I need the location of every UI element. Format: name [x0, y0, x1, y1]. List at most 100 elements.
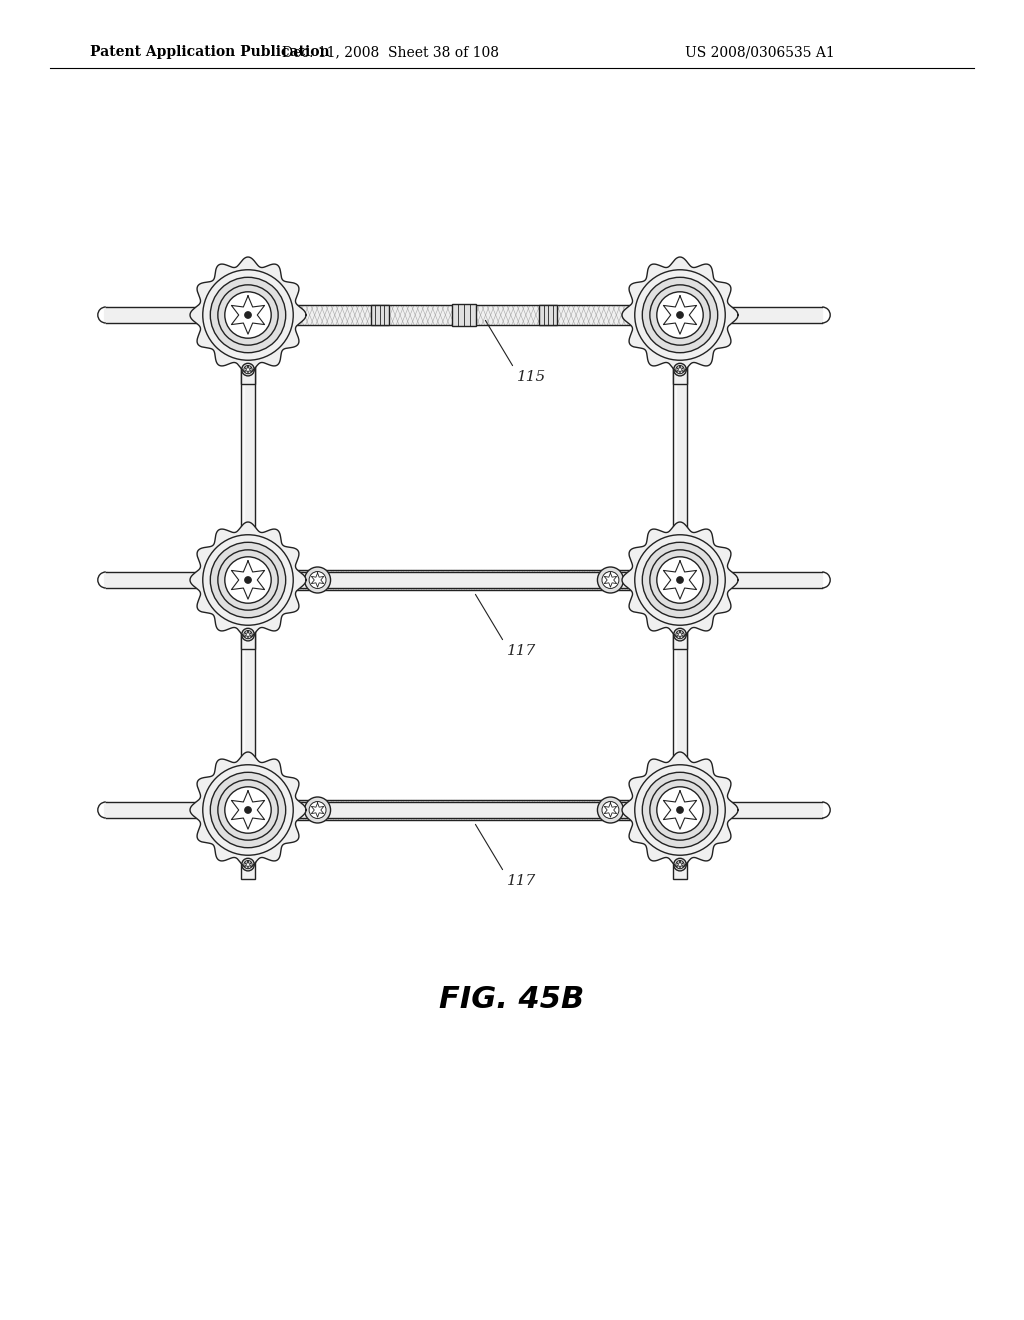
- Circle shape: [650, 780, 711, 840]
- Polygon shape: [231, 561, 264, 599]
- Circle shape: [225, 557, 271, 603]
- Circle shape: [210, 277, 286, 352]
- Polygon shape: [622, 752, 738, 869]
- Polygon shape: [245, 366, 251, 374]
- Polygon shape: [231, 296, 264, 334]
- Circle shape: [245, 312, 252, 318]
- Polygon shape: [105, 308, 196, 323]
- Polygon shape: [677, 861, 683, 869]
- Circle shape: [642, 277, 718, 352]
- Circle shape: [635, 269, 725, 360]
- Circle shape: [245, 807, 252, 813]
- Circle shape: [597, 568, 624, 593]
- Circle shape: [242, 858, 254, 871]
- Polygon shape: [604, 803, 616, 817]
- Circle shape: [677, 807, 683, 813]
- Circle shape: [676, 631, 684, 639]
- Polygon shape: [190, 752, 306, 869]
- Circle shape: [225, 787, 271, 833]
- Polygon shape: [190, 521, 306, 638]
- Bar: [241, 850, 255, 879]
- Circle shape: [656, 787, 703, 833]
- Text: Patent Application Publication: Patent Application Publication: [90, 45, 330, 59]
- Bar: [241, 355, 255, 384]
- Polygon shape: [677, 631, 683, 638]
- Text: 115: 115: [517, 370, 546, 384]
- Circle shape: [304, 797, 331, 822]
- Polygon shape: [622, 521, 738, 638]
- Circle shape: [242, 628, 254, 642]
- Circle shape: [656, 557, 703, 603]
- Circle shape: [642, 543, 718, 618]
- Circle shape: [674, 363, 686, 376]
- Bar: [241, 620, 255, 648]
- Circle shape: [244, 631, 252, 639]
- Circle shape: [635, 535, 725, 626]
- Circle shape: [218, 550, 279, 610]
- Bar: [371, 305, 389, 325]
- Circle shape: [677, 577, 683, 583]
- Polygon shape: [296, 803, 633, 818]
- Text: FIG. 45B: FIG. 45B: [439, 986, 585, 1015]
- Circle shape: [650, 550, 711, 610]
- Polygon shape: [664, 296, 696, 334]
- Circle shape: [225, 292, 271, 338]
- Polygon shape: [622, 257, 738, 374]
- Circle shape: [674, 628, 686, 642]
- Polygon shape: [296, 572, 633, 587]
- Circle shape: [635, 764, 725, 855]
- Bar: [673, 850, 687, 879]
- Polygon shape: [241, 367, 255, 862]
- Polygon shape: [673, 367, 687, 862]
- Circle shape: [642, 772, 718, 847]
- Polygon shape: [231, 791, 264, 829]
- Circle shape: [656, 292, 703, 338]
- Circle shape: [245, 577, 252, 583]
- Polygon shape: [296, 570, 633, 590]
- Text: Dec. 11, 2008  Sheet 38 of 108: Dec. 11, 2008 Sheet 38 of 108: [282, 45, 499, 59]
- Polygon shape: [245, 861, 251, 869]
- Circle shape: [309, 801, 326, 818]
- Polygon shape: [245, 631, 251, 638]
- Circle shape: [674, 858, 686, 871]
- Circle shape: [244, 861, 252, 869]
- Circle shape: [309, 572, 326, 589]
- Bar: [540, 305, 557, 325]
- Polygon shape: [664, 791, 696, 829]
- Polygon shape: [664, 561, 696, 599]
- Polygon shape: [311, 573, 324, 587]
- Polygon shape: [105, 572, 196, 587]
- Text: 117: 117: [507, 644, 537, 657]
- Circle shape: [676, 861, 684, 869]
- Circle shape: [203, 269, 293, 360]
- Bar: [673, 355, 687, 384]
- Polygon shape: [242, 367, 244, 862]
- Text: US 2008/0306535 A1: US 2008/0306535 A1: [685, 45, 835, 59]
- Polygon shape: [604, 573, 616, 587]
- Bar: [452, 304, 476, 326]
- Polygon shape: [105, 803, 196, 818]
- Circle shape: [210, 772, 286, 847]
- Circle shape: [218, 285, 279, 345]
- Polygon shape: [296, 305, 633, 325]
- Polygon shape: [732, 308, 822, 323]
- Circle shape: [244, 366, 252, 374]
- Polygon shape: [296, 800, 633, 820]
- Circle shape: [242, 363, 254, 376]
- Text: 117: 117: [507, 874, 537, 888]
- Circle shape: [650, 285, 711, 345]
- Polygon shape: [674, 367, 676, 862]
- Circle shape: [602, 572, 618, 589]
- Bar: [673, 620, 687, 648]
- Circle shape: [676, 366, 684, 374]
- Circle shape: [218, 780, 279, 840]
- Circle shape: [304, 568, 331, 593]
- Polygon shape: [311, 803, 324, 817]
- Circle shape: [602, 801, 618, 818]
- Polygon shape: [190, 257, 306, 374]
- Circle shape: [203, 535, 293, 626]
- Circle shape: [210, 543, 286, 618]
- Circle shape: [677, 312, 683, 318]
- Circle shape: [597, 797, 624, 822]
- Polygon shape: [732, 572, 822, 587]
